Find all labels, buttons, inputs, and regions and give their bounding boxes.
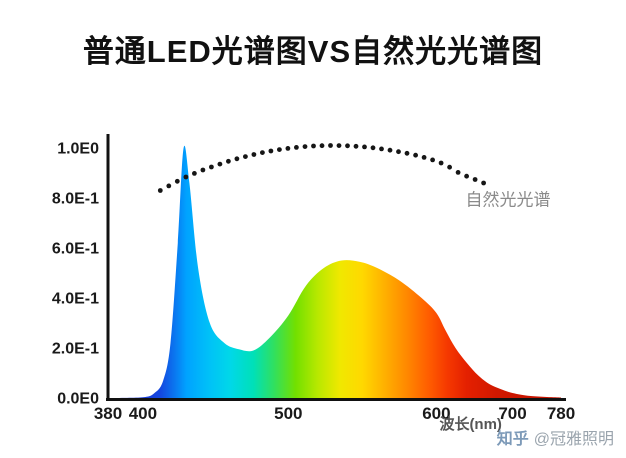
y-tick-label: 2.0E-1 xyxy=(52,341,99,358)
y-tick-label: 0.0E0 xyxy=(57,391,99,408)
x-tick-label: 780 xyxy=(547,404,575,423)
y-tick-label: 4.0E-1 xyxy=(52,291,99,308)
x-tick-label: 500 xyxy=(274,404,302,423)
natural-light-label: 自然光光谱 xyxy=(466,191,551,210)
x-tick-label: 700 xyxy=(498,404,526,423)
watermark: 知乎 @冠雅照明 xyxy=(497,425,614,449)
y-tick-label: 6.0E-1 xyxy=(52,241,99,258)
led-spectrum-area xyxy=(108,145,561,398)
y-tick-label: 1.0E0 xyxy=(57,141,99,158)
x-tick-labels: 380 400 500 600 700 780 xyxy=(94,404,575,423)
axes xyxy=(106,134,566,401)
x-axis-label: 波长(nm) xyxy=(439,415,502,433)
x-tick-label: 600 xyxy=(422,404,450,423)
x-tick-label: 400 xyxy=(129,404,157,423)
chart-title: 普通LED光谱图VS自然光光谱图 xyxy=(82,34,544,69)
zhihu-logo: 知乎 xyxy=(496,431,529,448)
y-tick-label: 8.0E-1 xyxy=(52,191,99,208)
watermark-user: @冠雅照明 xyxy=(533,431,614,448)
natural-light-dotted-curve xyxy=(157,143,486,193)
x-tick-label: 380 xyxy=(94,404,122,423)
y-tick-labels: 0.0E0 2.0E-1 4.0E-1 6.0E-1 8.0E-1 1.0E0 xyxy=(52,141,99,408)
